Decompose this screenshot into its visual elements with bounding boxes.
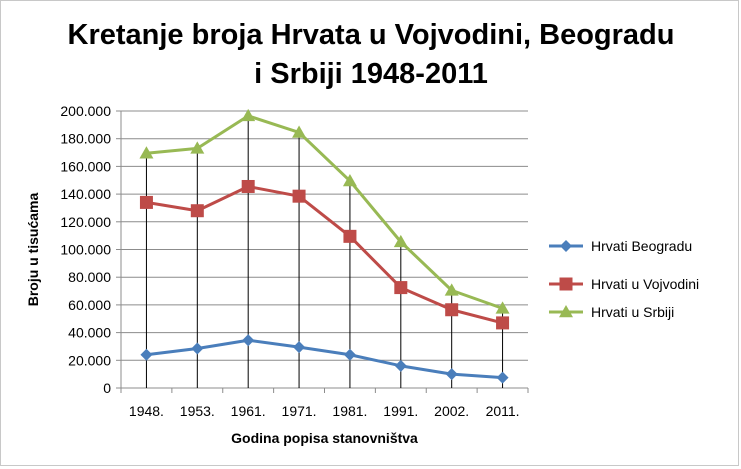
data-point [139, 195, 153, 209]
x-tick-label: 1991. [383, 403, 418, 419]
series-line [146, 184, 503, 325]
y-tick-label: 140.000 [60, 186, 111, 202]
y-tick-label: 80.000 [68, 269, 111, 285]
legend: Hrvati Beogradu Hrvati u Vojvodini Hrvati … [549, 238, 699, 320]
y-tick-label: 100.000 [60, 242, 111, 258]
x-tick-label: 1971. [282, 403, 317, 419]
legend-item: Hrvati Beogradu [549, 238, 692, 254]
data-point [292, 125, 307, 138]
data-point [241, 179, 255, 193]
data-point [140, 348, 153, 361]
y-tick-label: 40.000 [68, 325, 111, 341]
data-point [139, 146, 154, 159]
data-point [342, 173, 357, 187]
x-tick-label: 1953. [180, 403, 215, 419]
data-point [241, 108, 256, 122]
legend-item: Hrvati u Vojvodini [549, 276, 699, 292]
data-point [191, 342, 204, 355]
data-point [496, 316, 510, 330]
x-tick-label: 2011. [486, 403, 520, 419]
series-line [146, 338, 503, 380]
series-3 [139, 108, 510, 314]
chart-title-line: Kretanje broja Hrvata u Vojvodini, Beogr… [68, 19, 675, 51]
data-point [394, 359, 407, 372]
data-point [444, 283, 459, 296]
y-tick-label: 60.000 [68, 297, 111, 313]
legend-marker [559, 277, 573, 291]
data-point [343, 348, 356, 361]
x-axis-title: Godina popisa stanovništva [231, 430, 418, 446]
data-point [495, 301, 510, 314]
legend-marker [559, 305, 573, 318]
data-point [343, 229, 357, 243]
data-point [445, 303, 459, 317]
y-tick-label: 20.000 [68, 352, 111, 368]
y-tick-label: 180.000 [60, 131, 111, 147]
y-tick-label: 0 [103, 380, 111, 396]
data-point [496, 371, 509, 384]
legend-marker [560, 240, 572, 252]
data-point [242, 334, 255, 347]
x-tick-label: 1948. [129, 403, 164, 419]
data-point [293, 341, 306, 354]
data-point [190, 204, 204, 218]
legend-label: Hrvati u Vojvodini [591, 276, 699, 292]
x-tick-label: 1961. [231, 403, 266, 419]
y-tick-label: 120.000 [60, 214, 111, 230]
y-tick-label: 160.000 [60, 158, 111, 174]
data-point [190, 141, 205, 154]
legend-label: Hrvati Beogradu [591, 238, 692, 254]
legend-label: Hrvati u Srbiji [591, 304, 674, 320]
x-tick-label: 1981. [332, 403, 367, 419]
y-tick-label: 200.000 [60, 103, 111, 119]
series-2 [139, 179, 510, 330]
data-point [292, 189, 306, 203]
x-tick-label: 2002. [434, 403, 469, 419]
y-axis-title: Broju u tisućama [25, 193, 41, 307]
legend-item: Hrvati u Srbiji [549, 304, 674, 320]
data-point [445, 368, 458, 381]
chart-title-line: i Srbiji 1948-2011 [254, 58, 488, 90]
series-line [146, 114, 504, 310]
series-1 [140, 334, 509, 384]
data-point [393, 234, 408, 248]
data-point [394, 281, 408, 295]
